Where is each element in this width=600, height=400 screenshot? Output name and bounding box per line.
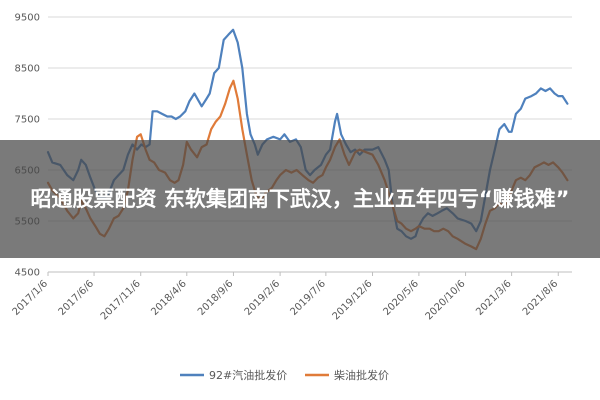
legend-label: 柴油批发价 — [334, 368, 389, 382]
x-tick-label: 2018/4/6 — [149, 278, 189, 318]
x-tick-label: 2021/3/6 — [474, 278, 514, 318]
y-tick-label: 4500 — [15, 268, 40, 279]
legend-label: 92#汽油批发价 — [209, 368, 287, 382]
x-tick-label: 2017/1/6 — [11, 278, 51, 318]
x-tick-label: 2019/2/6 — [243, 278, 283, 318]
x-tick-label: 2017/11/6 — [99, 278, 143, 322]
y-tick-label: 9500 — [15, 13, 40, 24]
x-axis-ticks: 2017/1/6 2017/6/6 2017/11/6 2018/4/6 2018/9/… — [11, 272, 561, 322]
headline-text: 昭通股票配资 东软集团南下武汉，主业五年四亏“赚钱难” — [30, 187, 570, 211]
x-tick-label: 2019/12/6 — [331, 278, 375, 322]
y-tick-label: 8500 — [15, 64, 40, 75]
x-tick-label: 2021/8/6 — [521, 278, 561, 318]
x-tick-label: 2018/9/6 — [196, 278, 236, 318]
y-tick-label: 7500 — [15, 115, 40, 126]
headline-banner: 昭通股票配资 东软集团南下武汉，主业五年四亏“赚钱难” — [0, 140, 600, 258]
x-tick-label: 2020/10/6 — [424, 278, 468, 322]
x-tick-label: 2017/6/6 — [57, 278, 97, 318]
x-tick-label: 2019/7/6 — [288, 278, 328, 318]
legend: 92#汽油批发价 柴油批发价 — [180, 368, 389, 382]
x-tick-label: 2020/5/6 — [381, 278, 421, 318]
